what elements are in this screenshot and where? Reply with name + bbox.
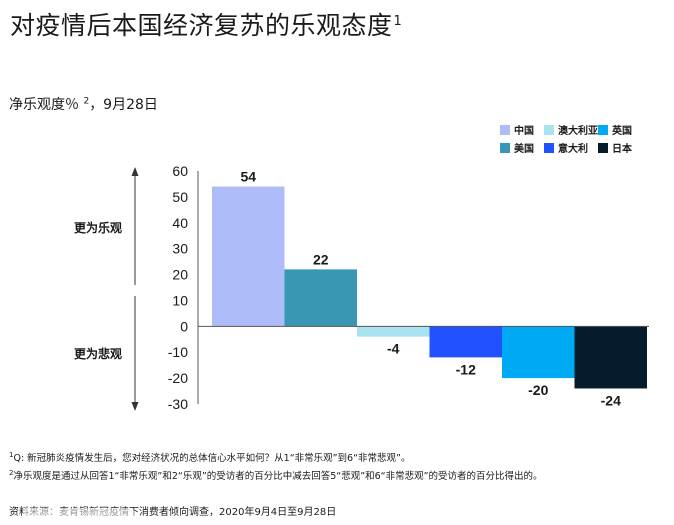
y-tick-label-0: 60 <box>172 163 188 179</box>
lower-arrow-head <box>131 402 139 411</box>
bar-4 <box>502 326 575 379</box>
y-tick-label-2: 40 <box>172 215 188 231</box>
data-label-4: -20 <box>528 382 548 398</box>
bar-chart: 60 50 40 30 20 10 0 -10 -20 -30 54 22 -4 -12 -20 -24 更为乐… <box>74 124 649 412</box>
chart-title: 对疫情后本国经济复苏的乐观态度1 <box>10 6 402 42</box>
legend-swatch-3 <box>500 143 510 153</box>
watermark-overlay <box>24 508 134 522</box>
data-label-1: 22 <box>313 251 329 267</box>
data-label-5: -24 <box>601 392 621 408</box>
upper-annotation: 更为乐观 <box>74 220 122 235</box>
legend-swatch-1 <box>544 125 554 135</box>
footnotes: 1Q: 新冠肺炎疫情发生后，您对经济状况的总体信心水平如何？从1“非常乐观”到6… <box>9 448 543 484</box>
data-label-2: -4 <box>387 341 400 357</box>
footnote-2: 2净乐观度是通过从回答1“非常乐观”和2“乐观”的受访者的百分比中减去回答5“悲… <box>9 466 543 484</box>
upper-arrow-head <box>131 167 139 176</box>
footnote-1-text: Q: 新冠肺炎疫情发生后，您对经济状况的总体信心水平如何？从1“非常乐观”到6“… <box>13 453 411 465</box>
chart-subtitle: 净乐观度％ 2，9月28日 <box>9 94 158 114</box>
legend-label-2: 英国 <box>611 124 632 137</box>
footnote-1: 1Q: 新冠肺炎疫情发生后，您对经济状况的总体信心水平如何？从1“非常乐观”到6… <box>9 448 543 466</box>
title-text: 对疫情后本国经济复苏的乐观态度 <box>10 11 393 40</box>
bar-3 <box>429 326 502 358</box>
subtitle-footnote-mark: 2 <box>83 96 90 107</box>
data-label-0: 54 <box>240 169 256 185</box>
subtitle-date: ，9月28日 <box>89 97 158 113</box>
legend-label-5: 日本 <box>612 142 633 155</box>
y-tick-label-3: 30 <box>172 241 188 257</box>
y-tick-label-5: 10 <box>172 292 188 308</box>
y-tick-label-8: -20 <box>168 370 188 386</box>
legend-swatch-2 <box>598 125 608 135</box>
y-tick-label-7: -10 <box>168 344 188 360</box>
subtitle-text: 净乐观度％ <box>9 97 79 113</box>
legend-swatch-5 <box>598 143 608 153</box>
title-footnote-mark: 1 <box>393 13 403 29</box>
bar-2 <box>357 326 430 337</box>
y-tick-label-9: -30 <box>168 396 188 412</box>
y-tick-label-1: 50 <box>172 189 188 205</box>
bar-1 <box>284 269 357 327</box>
footnote-1-mark: 1 <box>9 451 14 459</box>
footnote-2-text: 净乐观度是通过从回答1“非常乐观”和2“乐观”的受访者的百分比中减去回答5“悲观… <box>13 471 543 483</box>
legend-swatch-4 <box>544 143 554 153</box>
bar-5 <box>574 326 647 389</box>
bar-0 <box>212 186 285 327</box>
legend-label-3: 美国 <box>514 142 534 155</box>
y-tick-label-4: 20 <box>172 267 188 283</box>
lower-annotation: 更为悲观 <box>74 346 122 361</box>
y-tick-label-6: 0 <box>180 318 188 334</box>
source-note: 资料来源：麦肯锡新冠疫情下消费者倾向调查，2020年9月4日至9月28日 <box>9 507 337 518</box>
legend-label-0: 中国 <box>514 124 534 137</box>
legend-swatch-0 <box>500 125 510 135</box>
legend-label-1: 澳大利亚 <box>558 124 598 137</box>
footnote-2-mark: 2 <box>9 469 14 478</box>
legend-label-4: 意大利 <box>558 142 588 155</box>
data-label-3: -12 <box>456 361 476 377</box>
